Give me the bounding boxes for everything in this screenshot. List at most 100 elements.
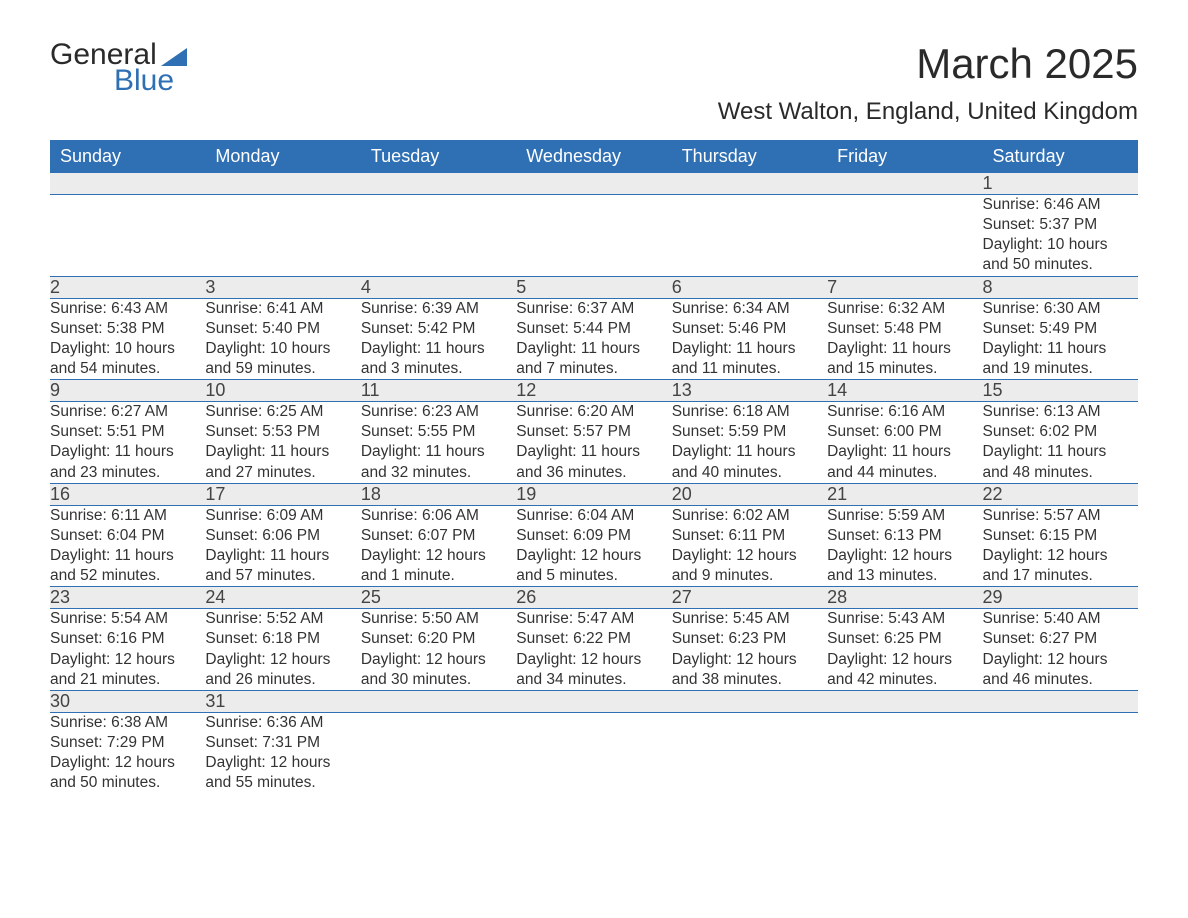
dow-thursday: Thursday bbox=[672, 140, 827, 173]
day-number: 2 bbox=[50, 276, 205, 298]
day-info: Sunrise: 6:09 AMSunset: 6:06 PMDaylight:… bbox=[205, 505, 360, 587]
day-number: 3 bbox=[205, 276, 360, 298]
day-number: 18 bbox=[361, 483, 516, 505]
empty-day bbox=[827, 690, 982, 712]
day-info: Sunrise: 6:34 AMSunset: 5:46 PMDaylight:… bbox=[672, 298, 827, 380]
empty-day bbox=[516, 690, 671, 712]
day-sr: Sunrise: 6:39 AM bbox=[361, 299, 516, 319]
empty-day bbox=[983, 712, 1138, 793]
day-info: Sunrise: 6:39 AMSunset: 5:42 PMDaylight:… bbox=[361, 298, 516, 380]
day-ss: Sunset: 5:37 PM bbox=[983, 215, 1138, 235]
day-d2: and 48 minutes. bbox=[983, 463, 1138, 483]
day-d2: and 19 minutes. bbox=[983, 359, 1138, 379]
day-sr: Sunrise: 6:41 AM bbox=[205, 299, 360, 319]
day-info: Sunrise: 6:25 AMSunset: 5:53 PMDaylight:… bbox=[205, 402, 360, 484]
day-number: 19 bbox=[516, 483, 671, 505]
day-d2: and 34 minutes. bbox=[516, 670, 671, 690]
empty-day bbox=[672, 173, 827, 195]
day-ss: Sunset: 5:57 PM bbox=[516, 422, 671, 442]
day-d1: Daylight: 12 hours bbox=[50, 753, 205, 773]
empty-day bbox=[205, 195, 360, 277]
day-d2: and 42 minutes. bbox=[827, 670, 982, 690]
day-sr: Sunrise: 6:34 AM bbox=[672, 299, 827, 319]
empty-day bbox=[361, 173, 516, 195]
day-d1: Daylight: 12 hours bbox=[50, 650, 205, 670]
day-ss: Sunset: 6:22 PM bbox=[516, 629, 671, 649]
day-sr: Sunrise: 5:59 AM bbox=[827, 506, 982, 526]
day-number: 10 bbox=[205, 380, 360, 402]
day-ss: Sunset: 6:16 PM bbox=[50, 629, 205, 649]
day-ss: Sunset: 6:20 PM bbox=[361, 629, 516, 649]
day-d2: and 59 minutes. bbox=[205, 359, 360, 379]
day-number: 22 bbox=[983, 483, 1138, 505]
day-info: Sunrise: 6:16 AMSunset: 6:00 PMDaylight:… bbox=[827, 402, 982, 484]
day-number: 24 bbox=[205, 587, 360, 609]
dow-wednesday: Wednesday bbox=[516, 140, 671, 173]
day-d1: Daylight: 11 hours bbox=[205, 442, 360, 462]
day-d2: and 36 minutes. bbox=[516, 463, 671, 483]
day-sr: Sunrise: 5:40 AM bbox=[983, 609, 1138, 629]
day-info: Sunrise: 5:59 AMSunset: 6:13 PMDaylight:… bbox=[827, 505, 982, 587]
day-ss: Sunset: 5:53 PM bbox=[205, 422, 360, 442]
day-d1: Daylight: 12 hours bbox=[516, 650, 671, 670]
day-sr: Sunrise: 6:06 AM bbox=[361, 506, 516, 526]
day-d1: Daylight: 12 hours bbox=[361, 546, 516, 566]
day-ss: Sunset: 6:25 PM bbox=[827, 629, 982, 649]
day-ss: Sunset: 5:40 PM bbox=[205, 319, 360, 339]
day-ss: Sunset: 5:42 PM bbox=[361, 319, 516, 339]
day-d2: and 50 minutes. bbox=[983, 255, 1138, 275]
day-d1: Daylight: 11 hours bbox=[672, 339, 827, 359]
empty-day bbox=[361, 195, 516, 277]
day-ss: Sunset: 6:04 PM bbox=[50, 526, 205, 546]
day-ss: Sunset: 7:29 PM bbox=[50, 733, 205, 753]
day-d1: Daylight: 11 hours bbox=[672, 442, 827, 462]
day-ss: Sunset: 5:59 PM bbox=[672, 422, 827, 442]
day-sr: Sunrise: 5:47 AM bbox=[516, 609, 671, 629]
header: General Blue March 2025 West Walton, Eng… bbox=[50, 40, 1138, 126]
logo-text-2: Blue bbox=[114, 66, 174, 96]
day-number: 12 bbox=[516, 380, 671, 402]
day-ss: Sunset: 5:51 PM bbox=[50, 422, 205, 442]
day-number: 26 bbox=[516, 587, 671, 609]
day-info: Sunrise: 6:18 AMSunset: 5:59 PMDaylight:… bbox=[672, 402, 827, 484]
day-ss: Sunset: 6:27 PM bbox=[983, 629, 1138, 649]
day-ss: Sunset: 6:13 PM bbox=[827, 526, 982, 546]
day-info: Sunrise: 6:43 AMSunset: 5:38 PMDaylight:… bbox=[50, 298, 205, 380]
day-d1: Daylight: 12 hours bbox=[205, 753, 360, 773]
day-number: 16 bbox=[50, 483, 205, 505]
day-sr: Sunrise: 6:02 AM bbox=[672, 506, 827, 526]
empty-day bbox=[516, 195, 671, 277]
day-number: 20 bbox=[672, 483, 827, 505]
calendar-table: Sunday Monday Tuesday Wednesday Thursday… bbox=[50, 140, 1138, 793]
week-daynum-row: 16171819202122 bbox=[50, 483, 1138, 505]
empty-day bbox=[50, 195, 205, 277]
day-d1: Daylight: 12 hours bbox=[672, 546, 827, 566]
day-d1: Daylight: 12 hours bbox=[516, 546, 671, 566]
week-daynum-row: 9101112131415 bbox=[50, 380, 1138, 402]
week-info-row: Sunrise: 6:43 AMSunset: 5:38 PMDaylight:… bbox=[50, 298, 1138, 380]
day-d2: and 11 minutes. bbox=[672, 359, 827, 379]
day-info: Sunrise: 5:52 AMSunset: 6:18 PMDaylight:… bbox=[205, 609, 360, 691]
day-info: Sunrise: 6:13 AMSunset: 6:02 PMDaylight:… bbox=[983, 402, 1138, 484]
day-number: 5 bbox=[516, 276, 671, 298]
day-info: Sunrise: 6:32 AMSunset: 5:48 PMDaylight:… bbox=[827, 298, 982, 380]
day-ss: Sunset: 5:49 PM bbox=[983, 319, 1138, 339]
empty-day bbox=[516, 712, 671, 793]
day-number: 23 bbox=[50, 587, 205, 609]
location: West Walton, England, United Kingdom bbox=[718, 98, 1138, 126]
day-d1: Daylight: 10 hours bbox=[983, 235, 1138, 255]
day-info: Sunrise: 6:27 AMSunset: 5:51 PMDaylight:… bbox=[50, 402, 205, 484]
day-d2: and 21 minutes. bbox=[50, 670, 205, 690]
day-sr: Sunrise: 6:27 AM bbox=[50, 402, 205, 422]
day-d1: Daylight: 11 hours bbox=[205, 546, 360, 566]
empty-day bbox=[983, 690, 1138, 712]
day-d1: Daylight: 11 hours bbox=[983, 442, 1138, 462]
empty-day bbox=[827, 173, 982, 195]
day-info: Sunrise: 6:41 AMSunset: 5:40 PMDaylight:… bbox=[205, 298, 360, 380]
day-number: 21 bbox=[827, 483, 982, 505]
day-ss: Sunset: 6:23 PM bbox=[672, 629, 827, 649]
title-block: March 2025 West Walton, England, United … bbox=[718, 40, 1138, 126]
day-d2: and 13 minutes. bbox=[827, 566, 982, 586]
week-daynum-row: 1 bbox=[50, 173, 1138, 195]
day-d2: and 52 minutes. bbox=[50, 566, 205, 586]
